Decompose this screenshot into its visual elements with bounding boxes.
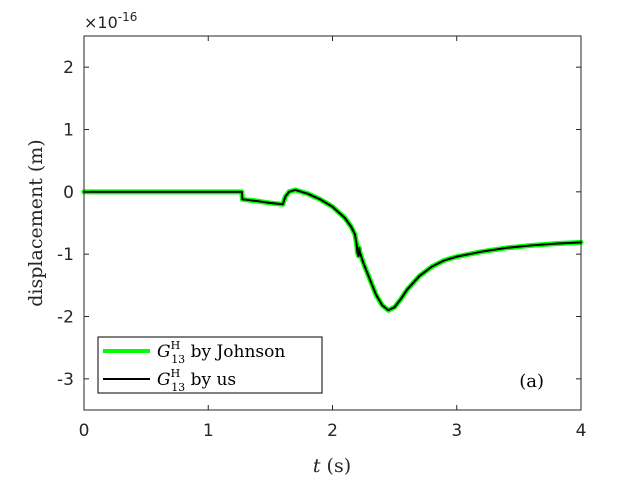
x-axis-label-var: t: [313, 455, 321, 477]
series-layer: [81, 187, 584, 313]
x-tick-label-2: 2: [327, 421, 338, 441]
y-exponent-label: ×10-16: [84, 10, 137, 32]
y-tick-label-4: -2: [57, 308, 74, 328]
legend-label-johnson: GH 13 by Johnson: [157, 339, 285, 366]
legend-label-johnson-sub: 13: [171, 353, 185, 366]
x-axis-label-unit: (s): [321, 455, 352, 477]
y-tick-label-1: 1: [63, 121, 74, 141]
y-exponent-base: ×10: [84, 13, 118, 32]
legend-label-us: GH 13 by us: [157, 367, 236, 394]
y-tick-label-3: -1: [57, 245, 74, 265]
y-tick-label-0: 2: [63, 58, 74, 78]
y-exponent-power: -16: [118, 10, 138, 24]
y-axis-label: displacement (m): [25, 139, 47, 306]
series-line-1: [83, 188, 582, 312]
x-tick-label-4: 4: [576, 421, 587, 441]
legend-label-us-suffix: by us: [185, 370, 236, 390]
y-tick-label-5: -3: [57, 370, 74, 390]
legend-label-johnson-base: G: [157, 342, 171, 362]
legend-box: [97, 336, 323, 394]
y-tick-label-2: 0: [63, 183, 74, 203]
legend: GH 13 by Johnson GH 13 by us: [97, 336, 323, 394]
legend-label-us-sup: H: [171, 367, 181, 380]
legend-label-johnson-suffix: by Johnson: [185, 342, 285, 362]
axes-layer: 0 1 2 3 4 2 1 0 -1 -2 -3: [57, 35, 587, 441]
panel-annotation: (a): [519, 371, 544, 392]
legend-label-johnson-sup: H: [171, 339, 181, 352]
legend-label-us-sub: 13: [171, 381, 185, 394]
x-tick-label-0: 0: [79, 421, 90, 441]
legend-label-us-base: G: [157, 370, 171, 390]
x-tick-label-1: 1: [203, 421, 214, 441]
x-axis-label: t (s): [313, 455, 351, 477]
x-tick-label-3: 3: [451, 421, 462, 441]
